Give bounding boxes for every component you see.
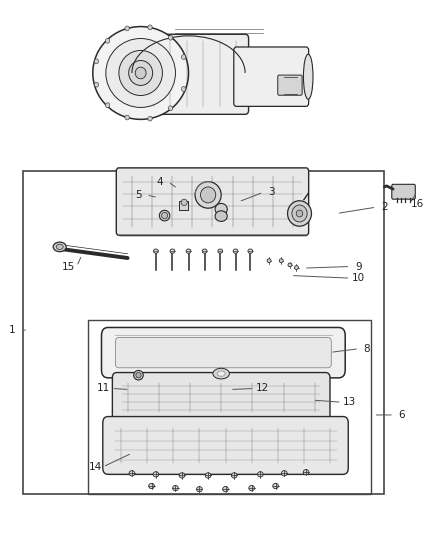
Bar xyxy=(88,319,371,495)
Ellipse shape xyxy=(94,59,99,63)
Ellipse shape xyxy=(106,38,176,108)
Ellipse shape xyxy=(202,249,207,253)
Ellipse shape xyxy=(125,26,129,31)
Text: 16: 16 xyxy=(410,199,424,209)
Ellipse shape xyxy=(162,213,168,219)
Ellipse shape xyxy=(282,471,287,476)
Text: 12: 12 xyxy=(256,383,269,393)
FancyBboxPatch shape xyxy=(109,465,344,475)
Text: 10: 10 xyxy=(352,273,365,283)
Text: 3: 3 xyxy=(268,187,275,197)
Text: 13: 13 xyxy=(343,397,356,407)
Ellipse shape xyxy=(215,204,227,215)
Ellipse shape xyxy=(56,244,63,249)
Ellipse shape xyxy=(153,472,159,477)
Text: 8: 8 xyxy=(364,344,370,354)
Ellipse shape xyxy=(296,210,303,217)
Ellipse shape xyxy=(273,483,279,489)
Text: 5: 5 xyxy=(135,190,142,200)
Ellipse shape xyxy=(148,116,152,121)
Ellipse shape xyxy=(181,54,186,59)
Ellipse shape xyxy=(149,483,154,489)
Ellipse shape xyxy=(217,371,225,376)
Text: 14: 14 xyxy=(88,462,102,472)
Ellipse shape xyxy=(303,470,309,475)
Ellipse shape xyxy=(294,266,298,269)
Ellipse shape xyxy=(288,263,292,266)
Ellipse shape xyxy=(153,249,158,253)
Ellipse shape xyxy=(173,486,178,491)
FancyBboxPatch shape xyxy=(234,47,309,107)
Ellipse shape xyxy=(205,473,211,478)
Ellipse shape xyxy=(223,487,228,492)
Ellipse shape xyxy=(218,249,223,253)
Ellipse shape xyxy=(125,115,129,120)
FancyBboxPatch shape xyxy=(116,337,331,368)
Bar xyxy=(216,209,226,216)
Ellipse shape xyxy=(136,373,141,378)
Ellipse shape xyxy=(201,187,216,203)
Ellipse shape xyxy=(119,51,162,95)
FancyBboxPatch shape xyxy=(278,75,302,95)
Text: 11: 11 xyxy=(97,383,110,393)
Ellipse shape xyxy=(258,472,263,477)
Ellipse shape xyxy=(148,25,152,30)
Ellipse shape xyxy=(279,259,283,263)
Ellipse shape xyxy=(215,211,227,221)
Bar xyxy=(23,171,385,495)
FancyBboxPatch shape xyxy=(113,373,330,423)
FancyBboxPatch shape xyxy=(392,184,415,199)
Ellipse shape xyxy=(186,249,191,253)
Ellipse shape xyxy=(304,54,313,99)
Text: 15: 15 xyxy=(62,262,75,271)
FancyBboxPatch shape xyxy=(103,417,348,474)
Text: 4: 4 xyxy=(157,176,163,187)
Ellipse shape xyxy=(195,182,221,208)
Ellipse shape xyxy=(106,103,110,108)
Ellipse shape xyxy=(129,61,152,85)
Ellipse shape xyxy=(93,27,188,119)
Bar xyxy=(179,201,187,211)
Ellipse shape xyxy=(106,38,110,43)
Ellipse shape xyxy=(233,249,238,253)
Ellipse shape xyxy=(231,473,237,478)
Ellipse shape xyxy=(94,82,99,87)
Text: 9: 9 xyxy=(355,262,362,271)
Ellipse shape xyxy=(159,211,170,221)
Ellipse shape xyxy=(213,368,230,379)
Ellipse shape xyxy=(129,471,135,476)
FancyBboxPatch shape xyxy=(119,230,307,236)
Ellipse shape xyxy=(292,205,307,222)
Ellipse shape xyxy=(248,249,253,253)
Text: 1: 1 xyxy=(9,325,16,335)
Ellipse shape xyxy=(181,199,187,206)
Text: 2: 2 xyxy=(381,202,388,212)
Ellipse shape xyxy=(53,242,66,252)
Ellipse shape xyxy=(181,86,186,91)
Ellipse shape xyxy=(288,201,311,226)
FancyBboxPatch shape xyxy=(102,327,345,378)
Ellipse shape xyxy=(168,35,173,40)
Ellipse shape xyxy=(170,249,175,253)
Ellipse shape xyxy=(168,106,173,111)
Ellipse shape xyxy=(135,67,146,79)
FancyBboxPatch shape xyxy=(128,34,249,114)
Ellipse shape xyxy=(197,487,202,492)
FancyBboxPatch shape xyxy=(117,416,326,422)
Ellipse shape xyxy=(249,486,254,491)
FancyBboxPatch shape xyxy=(116,168,309,235)
Ellipse shape xyxy=(267,259,271,263)
Ellipse shape xyxy=(134,370,143,380)
Text: 6: 6 xyxy=(399,410,405,420)
Ellipse shape xyxy=(179,473,185,478)
